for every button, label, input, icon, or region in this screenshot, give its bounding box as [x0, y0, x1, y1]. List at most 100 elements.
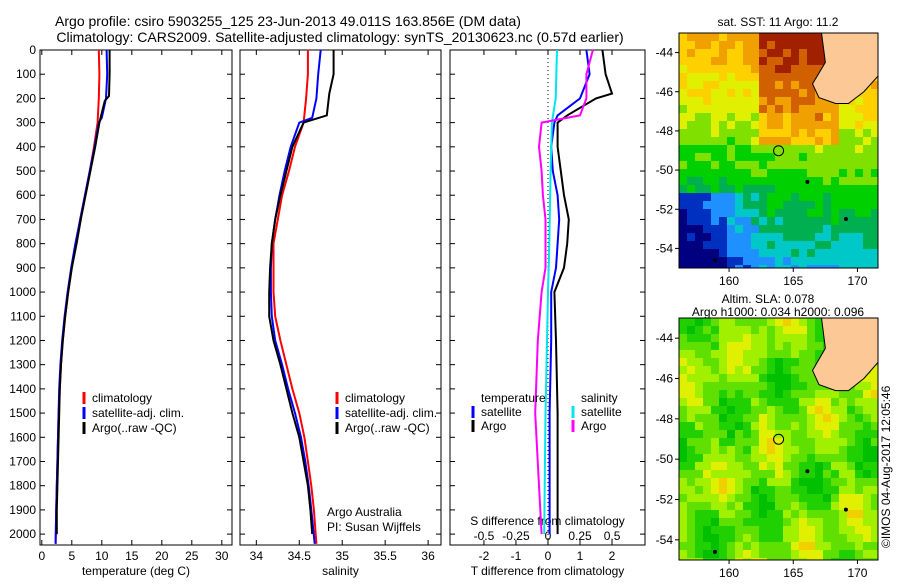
- map-cell: [687, 153, 695, 161]
- map-cell: [743, 185, 751, 193]
- map-cell: [687, 97, 695, 105]
- map-cell: [759, 470, 767, 478]
- map-cell: [767, 233, 775, 241]
- map-cell: [719, 438, 727, 446]
- map-cell: [791, 470, 799, 478]
- map-cell: [799, 145, 807, 153]
- map-cell: [767, 257, 775, 265]
- map-cell: [767, 193, 775, 201]
- map-cell: [831, 193, 839, 201]
- map-cell: [735, 542, 743, 550]
- map-cell: [807, 478, 815, 486]
- map-cell: [823, 494, 831, 502]
- map-cell: [791, 446, 799, 454]
- y-tick-label: 1400: [9, 382, 36, 396]
- map-cell: [847, 550, 855, 558]
- x-tick-label: 25: [185, 549, 199, 563]
- map-cell: [807, 422, 815, 430]
- map-cell: [799, 33, 807, 41]
- map-cell: [863, 105, 871, 113]
- map-y-tick-label: -46: [656, 85, 674, 99]
- map-cell: [823, 446, 831, 454]
- map-cell: [823, 193, 831, 201]
- map-cell: [863, 438, 871, 446]
- map-cell: [759, 257, 767, 265]
- map-cell: [679, 406, 687, 414]
- map-cell: [783, 241, 791, 249]
- map-cell: [679, 185, 687, 193]
- map-cell: [823, 249, 831, 257]
- map-cell: [863, 241, 871, 249]
- map-cell: [799, 382, 807, 390]
- map-cell: [735, 153, 743, 161]
- map-cell: [679, 486, 687, 494]
- map-cell: [743, 550, 751, 558]
- map-cell: [703, 470, 711, 478]
- map-cell: [759, 462, 767, 470]
- map-cell: [791, 542, 799, 550]
- map-cell: [695, 334, 703, 342]
- map-cell: [687, 518, 695, 526]
- map-cell: [695, 326, 703, 334]
- map-cell: [711, 265, 719, 268]
- map-cell: [839, 470, 847, 478]
- map-cell: [719, 81, 727, 89]
- map-cell: [743, 494, 751, 502]
- map-cell: [823, 518, 831, 526]
- map-cell: [799, 462, 807, 470]
- map-cell: [751, 422, 759, 430]
- map-cell: [727, 121, 735, 129]
- map-cell: [751, 105, 759, 113]
- map-cell: [711, 374, 719, 382]
- map-cell: [727, 265, 735, 268]
- map-cell: [703, 334, 711, 342]
- map-cell: [727, 342, 735, 350]
- map-cell: [799, 89, 807, 97]
- map-cell: [679, 241, 687, 249]
- map-cell: [711, 121, 719, 129]
- map-cell: [791, 81, 799, 89]
- map-cell: [719, 462, 727, 470]
- map-cell: [799, 81, 807, 89]
- map-cell: [791, 121, 799, 129]
- map-cell: [767, 342, 775, 350]
- map-cell: [799, 502, 807, 510]
- map-cell: [695, 201, 703, 209]
- map-cell: [807, 129, 815, 137]
- legend-heading-salinity: salinity: [581, 391, 618, 405]
- map-cell: [871, 502, 878, 510]
- map-cell: [815, 390, 823, 398]
- map-cell: [799, 342, 807, 350]
- map-cell: [735, 382, 743, 390]
- map-cell: [703, 49, 711, 57]
- x-tick-label: 36: [421, 549, 435, 563]
- map-cell: [783, 185, 791, 193]
- map-cell: [687, 145, 695, 153]
- map-cell: [735, 454, 743, 462]
- map-cell: [703, 57, 711, 65]
- map-cell: [751, 209, 759, 217]
- map-cell: [727, 454, 735, 462]
- map-cell: [855, 209, 863, 217]
- map-cell: [831, 406, 839, 414]
- map-cell: [751, 542, 759, 550]
- map-cell: [743, 350, 751, 358]
- map-cell: [751, 406, 759, 414]
- map-cell: [807, 550, 815, 558]
- map-cell: [735, 105, 743, 113]
- map-cell: [687, 89, 695, 97]
- map-cell: [767, 486, 775, 494]
- map-cell: [767, 510, 775, 518]
- map-cell: [799, 185, 807, 193]
- map-cell: [791, 438, 799, 446]
- map-cell: [767, 526, 775, 534]
- map-cell: [767, 438, 775, 446]
- map-cell: [799, 430, 807, 438]
- map-cell: [783, 502, 791, 510]
- map-cell: [703, 217, 711, 225]
- map-cell: [783, 470, 791, 478]
- map-cell: [735, 201, 743, 209]
- map-cell: [703, 177, 711, 185]
- map-cell: [815, 526, 823, 534]
